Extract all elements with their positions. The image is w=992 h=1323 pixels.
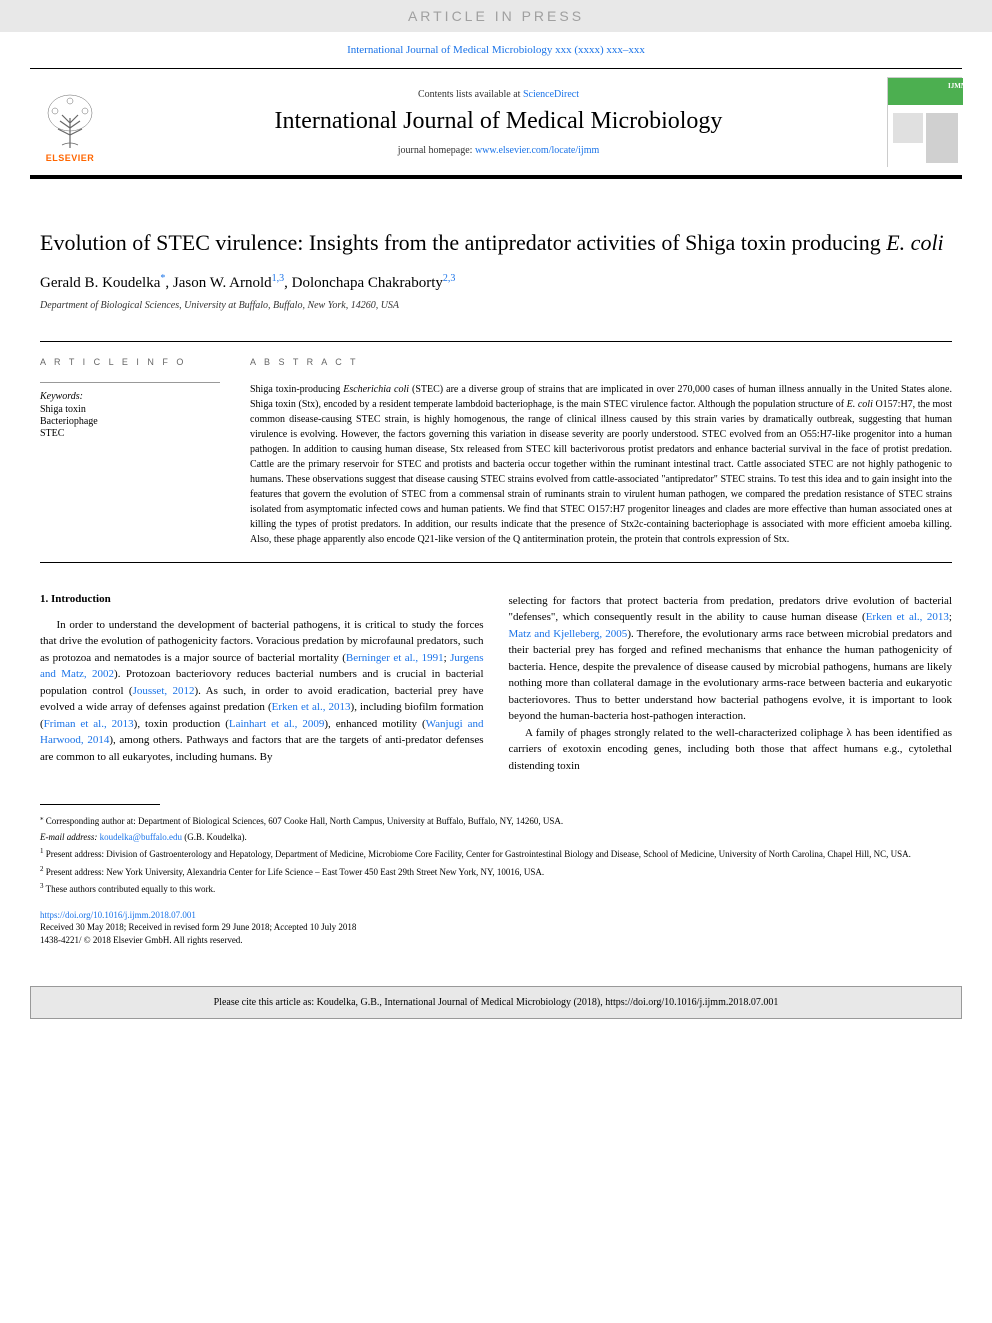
- email-link[interactable]: koudelka@buffalo.edu: [100, 832, 182, 842]
- intro-p1-right: selecting for factors that protect bacte…: [509, 593, 953, 725]
- homepage-link[interactable]: www.elsevier.com/locate/ijmm: [475, 145, 599, 156]
- fn-marker-3: 3: [40, 882, 44, 890]
- ref-berninger[interactable]: Berninger et al., 1991: [346, 652, 444, 664]
- keyword-2: Bacteriophage: [40, 416, 220, 427]
- homepage-line: journal homepage: www.elsevier.com/locat…: [110, 145, 887, 156]
- footnote-1: 1 Present address: Division of Gastroent…: [40, 846, 952, 862]
- info-divider: [40, 382, 220, 383]
- ref-lainhart[interactable]: Lainhart et al., 2009: [229, 718, 324, 730]
- abs-post2: O157:H7, the most common disease-causing…: [250, 399, 952, 545]
- elsevier-logo: ELSEVIER: [30, 77, 110, 167]
- citation-top-text: International Journal of Medical Microbi…: [347, 44, 645, 56]
- contents-prefix: Contents lists available at: [418, 89, 523, 100]
- affiliation: Department of Biological Sciences, Unive…: [40, 300, 952, 311]
- intro-p2-right: A family of phages strongly related to t…: [509, 725, 953, 775]
- abstract-text: Shiga toxin-producing Escherichia coli (…: [250, 382, 952, 547]
- footnote-email: E-mail address: koudelka@buffalo.edu (G.…: [40, 831, 952, 845]
- author-1-mark[interactable]: *: [160, 273, 165, 284]
- cite-box: Please cite this article as: Koudelka, G…: [30, 986, 962, 1019]
- title-prefix: Evolution of STEC virulence: Insights fr…: [40, 230, 886, 255]
- email-label: E-mail address:: [40, 832, 100, 842]
- doi-link[interactable]: https://doi.org/10.1016/j.ijmm.2018.07.0…: [40, 910, 196, 920]
- author-1: Gerald B. Koudelka: [40, 275, 160, 291]
- abstract-heading: A B S T R A C T: [250, 357, 952, 367]
- ref-erken2[interactable]: Erken et al., 2013: [866, 611, 949, 623]
- keywords-label: Keywords:: [40, 391, 220, 402]
- masthead: ELSEVIER Contents lists available at Sci…: [30, 68, 962, 179]
- info-abstract-row: A R T I C L E I N F O Keywords: Shiga to…: [40, 341, 952, 563]
- masthead-center: Contents lists available at ScienceDirec…: [110, 89, 887, 156]
- author-3: Dolonchapa Chakraborty: [292, 275, 443, 291]
- intro-heading: 1. Introduction: [40, 593, 484, 605]
- ref-matz[interactable]: Matz and Kjelleberg, 2005: [509, 628, 628, 640]
- cite-text: Please cite this article as: Koudelka, G…: [214, 997, 779, 1008]
- title-italic-species: E. coli: [886, 230, 943, 255]
- abs-em2: E. coli: [847, 399, 873, 410]
- column-left: 1. Introduction In order to understand t…: [40, 593, 484, 775]
- abstract-column: A B S T R A C T Shiga toxin-producing Es…: [250, 357, 952, 547]
- elsevier-label: ELSEVIER: [46, 153, 95, 163]
- banner-text: ARTICLE IN PRESS: [408, 8, 584, 24]
- ref-friman[interactable]: Friman et al., 2013: [44, 718, 134, 730]
- homepage-prefix: journal homepage:: [398, 145, 475, 156]
- keyword-3: STEC: [40, 428, 220, 439]
- svg-text:IJMM: IJMM: [948, 82, 963, 90]
- received-line: Received 30 May 2018; Received in revise…: [40, 921, 952, 934]
- journal-cover-thumbnail: IJMM: [887, 77, 962, 167]
- keyword-1: Shiga toxin: [40, 404, 220, 415]
- fn-marker-2: 2: [40, 865, 44, 873]
- footer-divider: [40, 804, 160, 805]
- footnote-3: 3 These authors contributed equally to t…: [40, 881, 952, 897]
- fn-marker-1: 1: [40, 847, 44, 855]
- author-2-mark[interactable]: 1,3: [272, 273, 285, 284]
- article-info: A R T I C L E I N F O Keywords: Shiga to…: [40, 357, 220, 547]
- authors-line: Gerald B. Koudelka*, Jason W. Arnold1,3,…: [40, 273, 952, 292]
- article-in-press-banner: ARTICLE IN PRESS: [0, 0, 992, 32]
- journal-name: International Journal of Medical Microbi…: [110, 108, 887, 135]
- main-content: 1. Introduction In order to understand t…: [40, 593, 952, 775]
- intro-p1-left: In order to understand the development o…: [40, 617, 484, 766]
- doi-block: https://doi.org/10.1016/j.ijmm.2018.07.0…: [40, 909, 952, 947]
- author-2: Jason W. Arnold: [173, 275, 272, 291]
- citation-top: International Journal of Medical Microbi…: [0, 32, 992, 68]
- fn-marker-asterisk: ⁎: [40, 814, 44, 822]
- contents-line: Contents lists available at ScienceDirec…: [110, 89, 887, 100]
- ref-jousset[interactable]: Jousset, 2012: [133, 685, 195, 697]
- footnotes: ⁎ Corresponding author at: Department of…: [40, 813, 952, 897]
- article-body: Evolution of STEC virulence: Insights fr…: [0, 179, 992, 966]
- abs-pre1: Shiga toxin-producing: [250, 384, 343, 395]
- article-title: Evolution of STEC virulence: Insights fr…: [40, 229, 952, 258]
- footnote-corr: ⁎ Corresponding author at: Department of…: [40, 813, 952, 829]
- article-info-heading: A R T I C L E I N F O: [40, 357, 220, 367]
- elsevier-tree-icon: [40, 93, 100, 153]
- column-right: selecting for factors that protect bacte…: [509, 593, 953, 775]
- sciencedirect-link[interactable]: ScienceDirect: [523, 89, 579, 100]
- issn-line: 1438-4221/ © 2018 Elsevier GmbH. All rig…: [40, 934, 952, 947]
- ref-erken[interactable]: Erken et al., 2013: [272, 701, 351, 713]
- footnote-2: 2 Present address: New York University, …: [40, 864, 952, 880]
- abs-em1: Escherichia coli: [343, 384, 409, 395]
- author-3-mark[interactable]: 2,3: [443, 273, 456, 284]
